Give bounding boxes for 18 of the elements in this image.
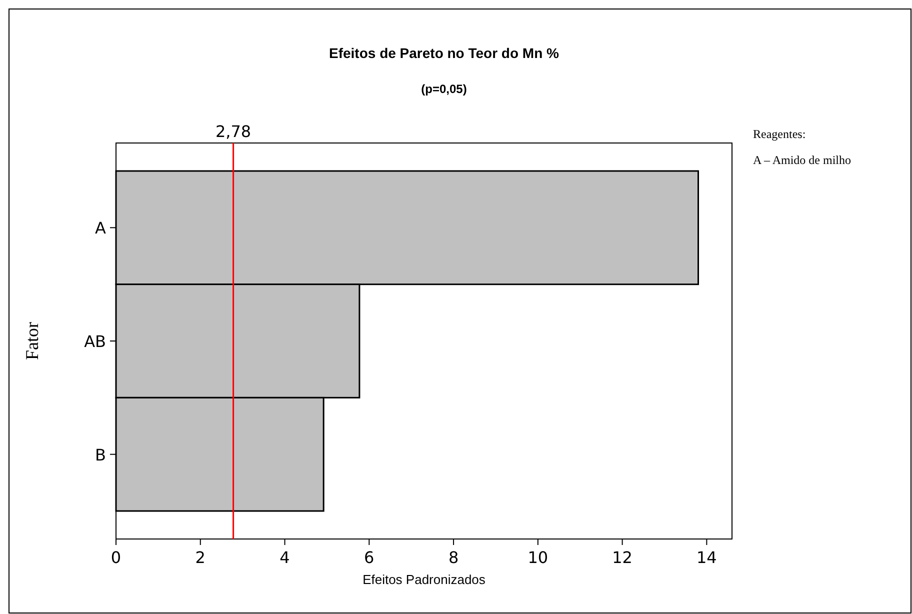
text: Reagentes:: [753, 127, 806, 141]
x-axis-title: Efeitos Padronizados: [362, 572, 486, 587]
y-tick-label: A: [95, 218, 106, 238]
x-tick-label: 12: [612, 548, 632, 567]
x-tick-label: 0: [110, 548, 122, 567]
x-tick-label: 8: [448, 548, 459, 567]
ref-line-label: 2,78: [215, 122, 252, 141]
chart-title: Efeitos de Pareto no Teor do Mn %: [329, 45, 560, 61]
x-tick-label: 10: [528, 548, 548, 567]
x-tick-label: 4: [280, 548, 290, 567]
text: A – Amido de milho: [753, 153, 852, 167]
x-tick-label: 14: [696, 548, 717, 567]
chart-subtitle: (p=0,05): [421, 82, 467, 96]
y-tick-label: AB: [84, 332, 106, 351]
y-tick-label: B: [95, 445, 106, 464]
x-tick-label: 6: [364, 548, 374, 567]
x-tick-label: 2: [195, 548, 206, 567]
y-axis-title: Fator: [22, 322, 42, 360]
